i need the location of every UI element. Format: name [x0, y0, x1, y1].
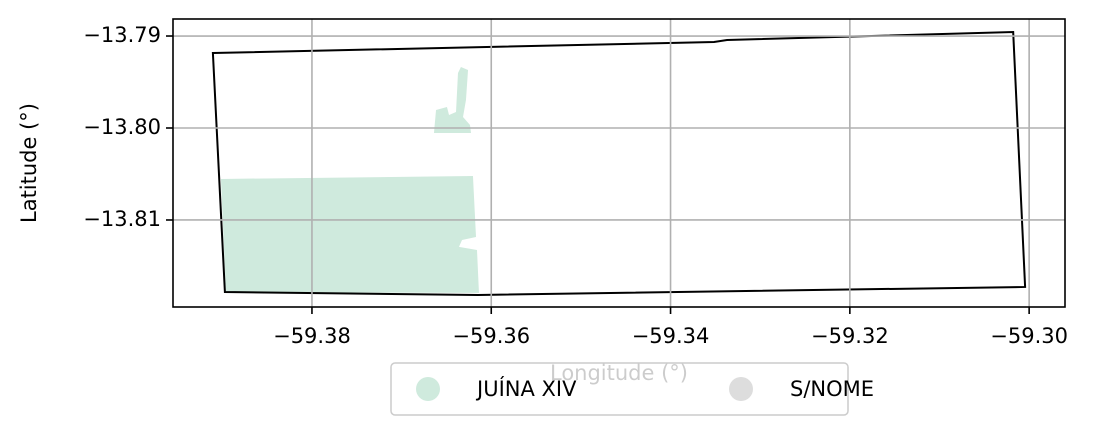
x-tick-label: −59.36: [452, 324, 530, 348]
y-tick-label: −13.79: [83, 23, 161, 47]
y-axis-label: Latitude (°): [17, 103, 41, 223]
legend-box: [390, 362, 849, 416]
boundary-outline: [211, 31, 1027, 296]
y-tick-label: −13.81: [83, 207, 161, 231]
x-tick-label: −59.38: [273, 324, 351, 348]
region-polygon: [433, 67, 471, 133]
x-tick-label: −59.32: [811, 324, 889, 348]
legend: JUÍNA XIV S/NOME: [390, 362, 874, 416]
y-tick-label: −13.80: [83, 115, 161, 139]
plot-frame: [172, 18, 1066, 308]
legend-marker: [729, 377, 753, 401]
x-tick-label: −59.34: [632, 324, 710, 348]
x-tick-label: −59.30: [990, 324, 1068, 348]
legend-marker: [416, 377, 440, 401]
region-polygon: [220, 176, 479, 293]
legend-label: JUÍNA XIV: [475, 376, 577, 401]
legend-label: S/NOME: [790, 377, 874, 401]
